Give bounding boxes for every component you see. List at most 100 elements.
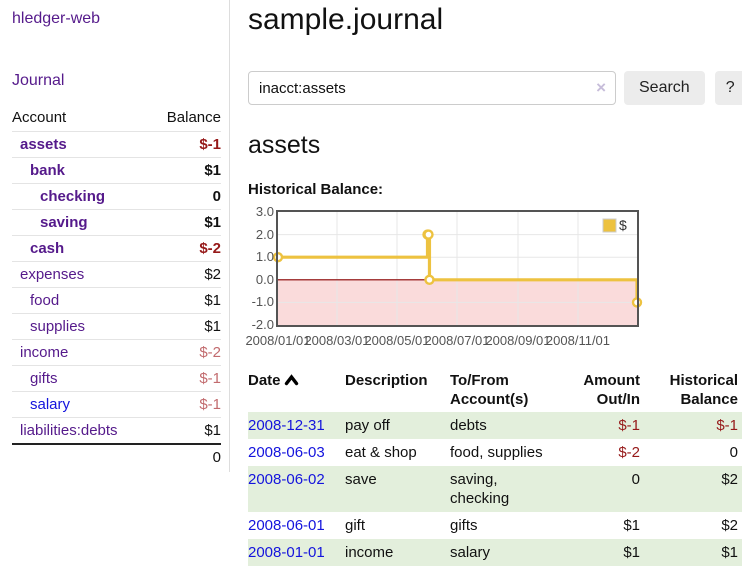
transaction-balance: 0 <box>729 444 738 461</box>
account-row: saving $1 <box>12 209 221 236</box>
chart-title: Historical Balance: <box>248 181 384 198</box>
account-link-salary[interactable]: salary <box>30 396 71 413</box>
chart-frame <box>276 210 639 327</box>
transaction-date-link[interactable]: 2008-12-31 <box>248 417 325 434</box>
account-heading: assets <box>248 131 321 159</box>
search-form: × Search ? <box>248 71 742 105</box>
register-row: 2008-01-01 income salary $1 $1 <box>248 539 742 566</box>
account-row: supplies $1 <box>12 313 221 340</box>
transaction-accounts: debts <box>450 417 487 434</box>
y-tick-label: 0.0 <box>255 271 274 287</box>
register-table: Date Description To/From Account(s) Amou… <box>248 369 742 566</box>
accounts-total-row: 0 <box>12 444 221 470</box>
register-col-amount: Amount Out/In <box>583 372 640 408</box>
account-link-assets[interactable]: assets <box>20 136 67 153</box>
register-col-description: Description <box>345 372 428 389</box>
x-tick-label: 2008/07/01 <box>424 333 490 348</box>
chart-canvas: $ <box>272 210 643 327</box>
sidebar-item-journal[interactable]: Journal <box>12 72 65 89</box>
transaction-description: gift <box>345 517 366 534</box>
transaction-amount: $-1 <box>618 417 640 434</box>
transaction-accounts: saving, checking <box>450 471 510 507</box>
account-balance: $-1 <box>199 136 221 153</box>
account-link-bank[interactable]: bank <box>30 162 66 179</box>
transaction-accounts: gifts <box>450 517 478 534</box>
clear-search-icon[interactable]: × <box>596 78 606 97</box>
transaction-balance: $1 <box>721 544 738 561</box>
legend-swatch <box>602 218 617 233</box>
transaction-description: pay off <box>345 417 390 434</box>
account-row: checking 0 <box>12 183 221 210</box>
transaction-date-link[interactable]: 2008-06-02 <box>248 471 325 488</box>
search-help-button[interactable]: ? <box>714 71 742 105</box>
account-balance: $1 <box>204 162 221 179</box>
transaction-description: income <box>345 544 394 561</box>
account-balance: $1 <box>204 292 221 309</box>
register-col-date[interactable]: Date <box>248 369 345 412</box>
account-link-cash[interactable]: cash <box>30 240 65 257</box>
transaction-date-link[interactable]: 2008-06-01 <box>248 517 325 534</box>
account-row: cash $-2 <box>12 235 221 262</box>
brand-link[interactable]: hledger-web <box>12 10 101 27</box>
register-header-row: Date Description To/From Account(s) Amou… <box>248 369 742 412</box>
register-row: 2008-12-31 pay off debts $-1 $-1 <box>248 412 742 439</box>
accounts-header-row: Account Balance <box>12 106 221 132</box>
transaction-amount: $1 <box>623 517 640 534</box>
account-row: food $1 <box>12 287 221 314</box>
account-link-supplies[interactable]: supplies <box>30 318 86 335</box>
x-tick-label: 2008/01/01 <box>245 333 311 348</box>
y-tick-label: -1.0 <box>251 294 274 310</box>
account-link-food[interactable]: food <box>30 292 60 309</box>
transaction-balance: $2 <box>721 471 738 488</box>
account-row: liabilities:debts $1 <box>12 417 221 445</box>
account-balance: $1 <box>204 318 221 335</box>
accounts-col-account: Account <box>12 109 67 126</box>
account-balance: $1 <box>204 214 221 231</box>
account-balance: $-1 <box>199 370 221 387</box>
sort-ascending-icon <box>284 374 298 386</box>
account-row: gifts $-1 <box>12 365 221 392</box>
account-link-liabilities-debts[interactable]: liabilities:debts <box>20 422 118 439</box>
x-tick-label: 2008/03/01 <box>304 333 370 348</box>
account-link-income[interactable]: income <box>20 344 69 361</box>
x-tick-label: 2008/11/01 <box>545 333 611 348</box>
page-title: sample.journal <box>248 3 444 36</box>
account-link-expenses[interactable]: expenses <box>20 266 85 283</box>
legend-label: $ <box>619 217 627 233</box>
accounts-total: 0 <box>212 449 221 466</box>
account-balance: $2 <box>204 266 221 283</box>
account-link-gifts[interactable]: gifts <box>30 370 58 387</box>
account-balance: $-2 <box>199 344 221 361</box>
account-balance: $-1 <box>199 396 221 413</box>
y-tick-label: 3.0 <box>255 204 274 219</box>
transaction-date-link[interactable]: 2008-06-03 <box>248 444 325 461</box>
transaction-accounts: food, supplies <box>450 444 543 461</box>
transaction-balance: $-1 <box>716 417 738 434</box>
transaction-accounts: salary <box>450 544 491 561</box>
account-link-saving[interactable]: saving <box>40 214 88 231</box>
y-tick-label: 1.0 <box>255 249 274 265</box>
transaction-balance: $2 <box>721 517 738 534</box>
account-link-checking[interactable]: checking <box>40 188 106 205</box>
transaction-description: save <box>345 471 377 488</box>
account-row: income $-2 <box>12 339 221 366</box>
accounts-col-balance: Balance <box>166 109 221 126</box>
transaction-description: eat & shop <box>345 444 417 461</box>
account-balance: $1 <box>204 422 221 439</box>
account-row: bank $1 <box>12 157 221 184</box>
historical-balance-chart: $3.0 2.0 1.0 0.0 -1.0 -2.0 2008/01/01 2008/03/0… <box>245 204 718 349</box>
search-input[interactable] <box>248 71 616 105</box>
transaction-amount: 0 <box>631 471 640 488</box>
sidebar: hledger-web Journal Account Balance asse… <box>0 0 230 472</box>
account-balance: 0 <box>212 188 221 205</box>
register-row: 2008-06-02 save saving, checking 0 $2 <box>248 466 742 512</box>
search-button[interactable]: Search <box>624 71 705 105</box>
account-balance: $-2 <box>199 240 221 257</box>
transaction-amount: $1 <box>623 544 640 561</box>
account-row: assets $-1 <box>12 131 221 158</box>
transaction-date-link[interactable]: 2008-01-01 <box>248 544 325 561</box>
y-tick-label: -2.0 <box>251 317 274 332</box>
x-tick-label: 2008/05/01 <box>364 333 430 348</box>
x-tick-label: 2008/09/01 <box>485 333 551 348</box>
